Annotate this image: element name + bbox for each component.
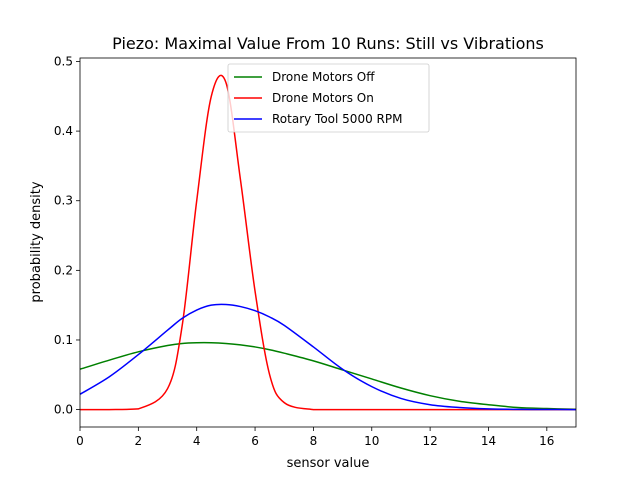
legend-label: Drone Motors Off bbox=[272, 70, 375, 84]
y-axis-label: probability density bbox=[29, 181, 44, 302]
legend-label: Rotary Tool 5000 RPM bbox=[272, 112, 402, 126]
x-tick-label: 2 bbox=[135, 434, 143, 448]
y-tick-label: 0.5 bbox=[54, 54, 73, 68]
legend-label: Drone Motors On bbox=[272, 91, 374, 105]
y-tick-label: 0.3 bbox=[54, 194, 73, 208]
x-tick-label: 10 bbox=[364, 434, 379, 448]
y-axis: 0.0 0.1 0.2 0.3 0.4 0.5 bbox=[54, 54, 80, 417]
y-tick-label: 0.1 bbox=[54, 333, 73, 347]
series-line-1 bbox=[79, 74, 576, 411]
x-tick-label: 0 bbox=[76, 434, 84, 448]
plot-area bbox=[79, 74, 577, 411]
x-axis-label: sensor value bbox=[287, 456, 370, 471]
x-tick-label: 12 bbox=[422, 434, 437, 448]
x-axis: 0 2 4 6 8 10 12 14 16 bbox=[76, 427, 554, 448]
x-tick-label: 14 bbox=[481, 434, 496, 448]
legend: Drone Motors Off Drone Motors On Rotary To… bbox=[227, 63, 430, 133]
x-tick-label: 6 bbox=[251, 434, 259, 448]
y-tick-label: 0.4 bbox=[54, 124, 73, 138]
series-line-0 bbox=[79, 341, 577, 410]
x-tick-label: 8 bbox=[310, 434, 318, 448]
y-tick-label: 0.2 bbox=[54, 263, 73, 277]
x-tick-label: 16 bbox=[539, 434, 554, 448]
plot-frame bbox=[79, 57, 577, 428]
chart-title: Piezo: Maximal Value From 10 Runs: Still… bbox=[112, 34, 544, 53]
y-tick-label: 0.0 bbox=[54, 403, 73, 417]
legend-box bbox=[227, 63, 430, 133]
x-tick-label: 4 bbox=[193, 434, 201, 448]
series-line-2 bbox=[79, 303, 577, 411]
